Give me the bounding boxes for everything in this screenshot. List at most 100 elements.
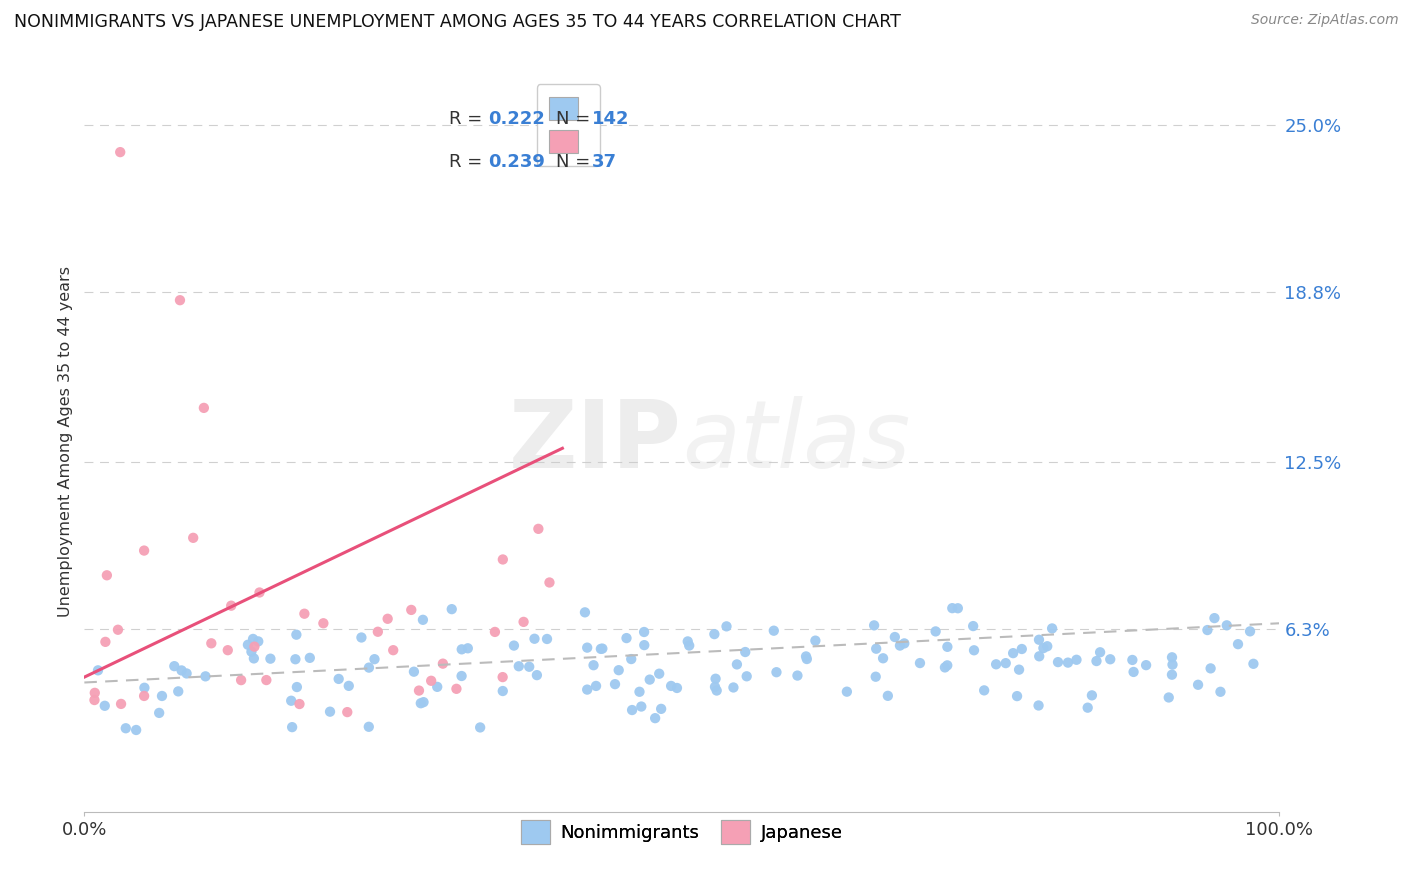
Point — [1099, 652, 1122, 666]
Point — [217, 643, 239, 657]
Point — [589, 641, 612, 656]
Point — [1241, 657, 1264, 671]
Point — [582, 658, 605, 673]
Point — [865, 670, 887, 684]
Point — [492, 552, 515, 566]
Text: 37: 37 — [592, 153, 617, 170]
Text: R =: R = — [449, 111, 488, 128]
Point — [1239, 624, 1261, 639]
Point — [357, 720, 380, 734]
Text: 0.222: 0.222 — [488, 111, 546, 128]
Point — [382, 643, 405, 657]
Point — [725, 657, 748, 672]
Legend: Nonimmigrants, Japanese: Nonimmigrants, Japanese — [513, 814, 851, 851]
Point — [1135, 658, 1157, 673]
Text: N =: N = — [557, 111, 596, 128]
Point — [1077, 700, 1099, 714]
Text: 0.239: 0.239 — [488, 153, 546, 170]
Point — [536, 632, 558, 646]
Point — [446, 681, 468, 696]
Point — [503, 639, 526, 653]
Point — [765, 665, 787, 680]
Point — [240, 645, 263, 659]
Point — [288, 697, 311, 711]
Point — [735, 669, 758, 683]
Point — [616, 631, 638, 645]
Point — [936, 640, 959, 654]
Point — [107, 623, 129, 637]
Point — [243, 640, 266, 654]
Point — [432, 657, 454, 671]
Point — [703, 627, 725, 641]
Point — [1161, 657, 1184, 672]
Point — [357, 660, 380, 674]
Point — [1187, 678, 1209, 692]
Point — [367, 624, 389, 639]
Point — [934, 660, 956, 674]
Point — [110, 697, 132, 711]
Point — [1227, 637, 1250, 651]
Point — [1081, 689, 1104, 703]
Point — [984, 657, 1007, 672]
Point — [319, 705, 342, 719]
Point — [1085, 654, 1108, 668]
Text: N =: N = — [557, 153, 596, 170]
Point — [125, 723, 148, 737]
Point — [1197, 623, 1219, 637]
Point — [973, 683, 995, 698]
Point — [492, 670, 515, 684]
Point — [350, 631, 373, 645]
Point — [644, 711, 666, 725]
Point — [169, 293, 191, 308]
Point — [484, 624, 506, 639]
Point — [96, 568, 118, 582]
Point — [963, 643, 986, 657]
Text: ZIP: ZIP — [509, 395, 682, 488]
Point — [946, 601, 969, 615]
Point — [440, 602, 463, 616]
Point — [450, 642, 472, 657]
Point — [412, 613, 434, 627]
Point — [167, 684, 190, 698]
Point — [872, 651, 894, 665]
Point — [665, 681, 688, 695]
Point — [492, 684, 515, 698]
Point — [408, 683, 430, 698]
Point — [941, 601, 963, 615]
Point — [150, 689, 173, 703]
Point — [936, 658, 959, 673]
Point — [538, 575, 561, 590]
Point — [648, 666, 671, 681]
Point — [883, 630, 905, 644]
Point — [1046, 655, 1069, 669]
Point — [254, 673, 277, 687]
Point — [94, 698, 117, 713]
Point — [281, 720, 304, 734]
Text: NONIMMIGRANTS VS JAPANESE UNEMPLOYMENT AMONG AGES 35 TO 44 YEARS CORRELATION CHA: NONIMMIGRANTS VS JAPANESE UNEMPLOYMENT A… — [14, 13, 901, 31]
Point — [87, 664, 110, 678]
Point — [1002, 646, 1025, 660]
Point — [523, 632, 546, 646]
Point — [1011, 642, 1033, 657]
Point — [527, 522, 550, 536]
Point — [835, 684, 858, 698]
Point — [723, 681, 745, 695]
Point — [163, 659, 186, 673]
Point — [621, 703, 644, 717]
Point — [1005, 689, 1028, 703]
Point — [650, 702, 672, 716]
Point — [200, 636, 222, 650]
Point — [630, 699, 652, 714]
Point — [678, 639, 700, 653]
Point — [328, 672, 350, 686]
Point — [607, 663, 630, 677]
Point — [893, 636, 915, 650]
Point — [83, 686, 105, 700]
Point — [633, 638, 655, 652]
Point — [1028, 649, 1050, 664]
Point — [412, 695, 434, 709]
Point — [312, 616, 335, 631]
Point — [574, 605, 596, 619]
Point — [1036, 639, 1059, 653]
Point — [804, 633, 827, 648]
